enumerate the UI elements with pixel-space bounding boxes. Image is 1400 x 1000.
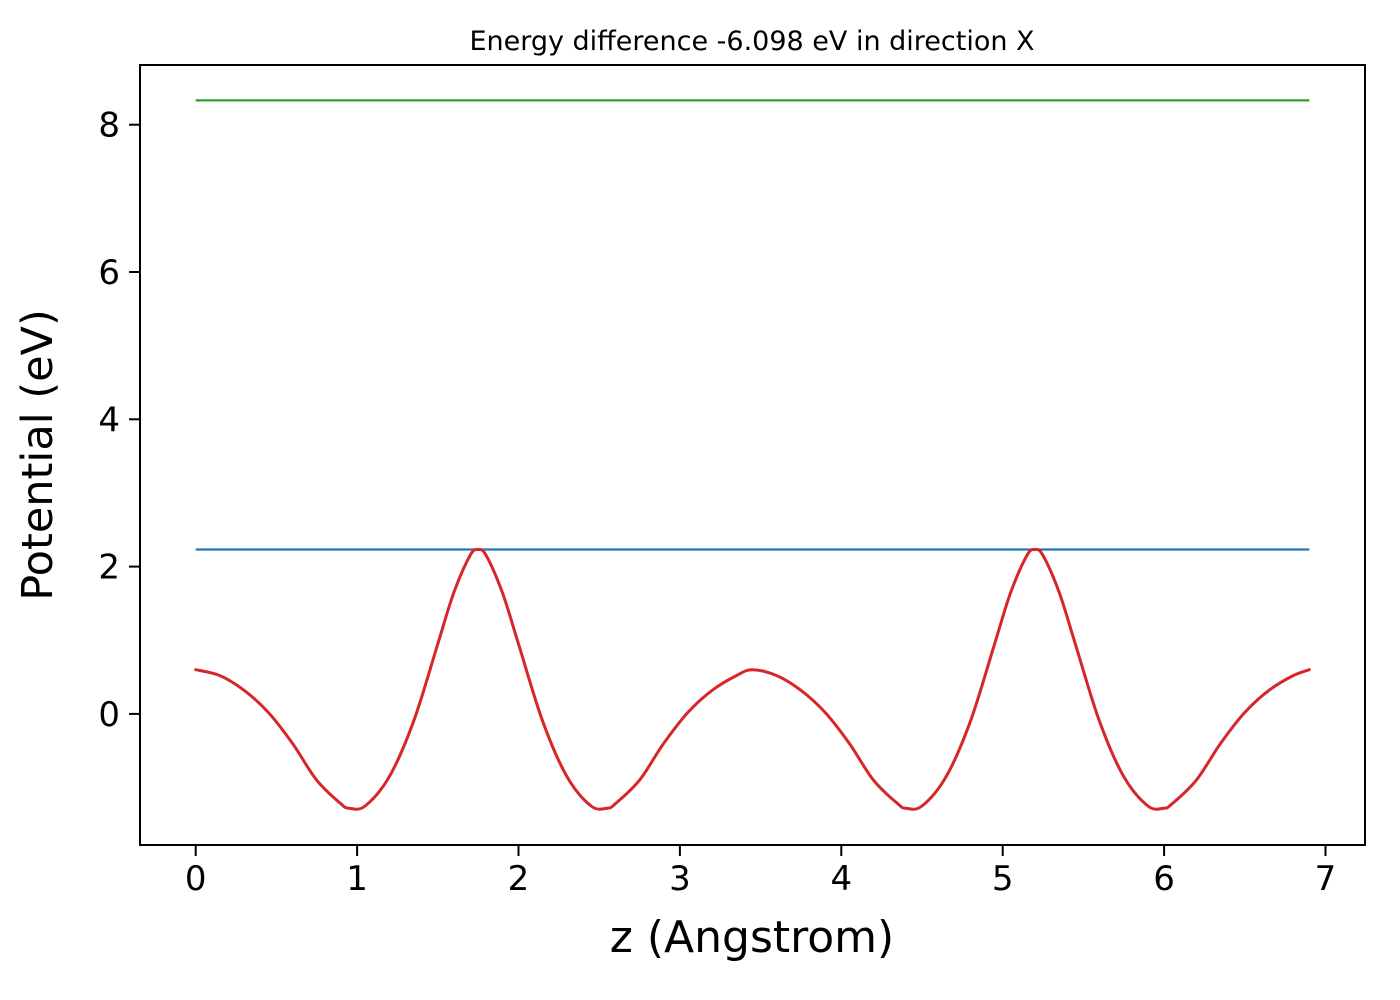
x-axis-label: z (Angstrom)	[610, 912, 894, 963]
x-tick-label: 1	[346, 859, 368, 899]
chart-title: Energy difference -6.098 eV in direction…	[469, 26, 1034, 57]
x-tick-label: 2	[508, 859, 530, 899]
y-tick-label: 0	[98, 695, 120, 735]
plot-border	[139, 64, 1366, 846]
y-tick-label: 2	[98, 548, 120, 588]
plot-area: 0 1 2 3 4 5 6 7 0 2 4 6 8	[98, 64, 1366, 899]
x-tick-label: 3	[669, 859, 691, 899]
x-tick-label: 6	[1153, 859, 1175, 899]
x-tick-label: 5	[992, 859, 1014, 899]
planar-average-potential-curve	[194, 548, 1311, 811]
x-tick-label: 4	[830, 859, 852, 899]
y-axis-label: Potential (eV)	[13, 309, 63, 600]
y-tick-label: 8	[98, 106, 120, 146]
y-tick-label: 6	[98, 253, 120, 293]
y-tick-label: 4	[98, 400, 120, 440]
x-tick-label: 7	[1315, 859, 1337, 899]
x-tick-label: 0	[185, 859, 207, 899]
